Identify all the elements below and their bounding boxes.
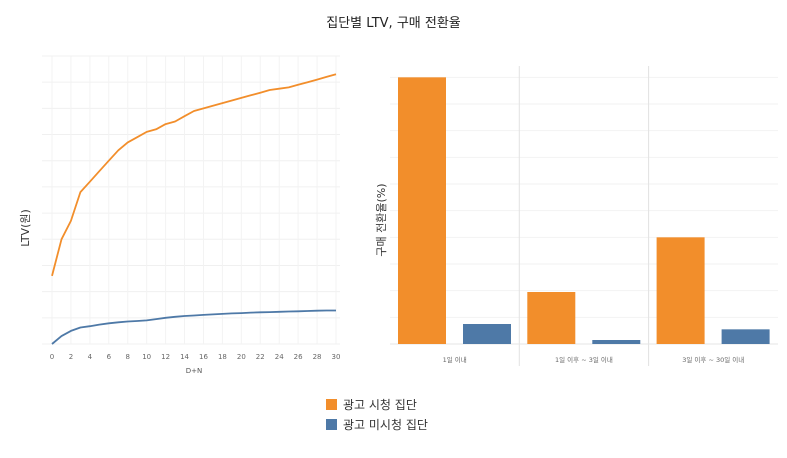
line-chart-x-tick-label: 6 [107, 353, 112, 361]
bar-ad-view-1 [398, 77, 446, 344]
legend-item-no-ad-view: 광고 미시청 집단 [326, 414, 428, 434]
line-chart-x-tick-label: 18 [218, 353, 227, 361]
line-chart-x-tick-label: 0 [50, 353, 54, 361]
line-chart-x-tick-label: 28 [313, 353, 322, 361]
line-chart-x-tick-label: 2 [69, 353, 73, 361]
line-chart-x-tick-label: 14 [180, 353, 189, 361]
line-chart-x-tick-label: 8 [125, 353, 129, 361]
line-chart-x-tick-label: 4 [88, 353, 93, 361]
line-chart-x-tick-label: 26 [294, 353, 303, 361]
line-chart-x-tick-label: 20 [237, 353, 246, 361]
line-chart-y-axis-title: LTV(원) [19, 209, 32, 247]
legend-swatch-no-ad-view [326, 418, 337, 430]
bar-ad-view-2 [527, 292, 576, 344]
legend-item-ad-view: 광고 시청 집단 [326, 394, 428, 414]
bar-no-ad-view-3 [721, 329, 770, 344]
line-chart-x-tick-label: 12 [161, 353, 170, 361]
ltv-line-no-ad-view [51, 309, 336, 345]
bar-no-ad-view-2 [592, 340, 641, 344]
line-chart-x-axis-title: D+N [186, 367, 203, 375]
line-chart-x-tick-label: 30 [332, 353, 341, 361]
line-chart-x-tick-label: 10 [142, 353, 151, 361]
chart-title: 집단별 LTV, 구매 전환율 [326, 16, 461, 31]
ltv-line-ad-view [51, 73, 337, 277]
bar-ad-view-3 [656, 237, 705, 344]
legend-label-ad-view: 광고 시청 집단 [343, 397, 417, 412]
line-chart-x-tick-label: 24 [275, 353, 284, 361]
bar-chart-category-label: 1일 이후 ~ 3일 이내 [555, 355, 613, 364]
line-chart-x-tick-label: 16 [199, 353, 208, 361]
legend-swatch-ad-view [326, 398, 337, 410]
bar-chart-y-axis-title: 구매 전환율(%) [375, 183, 388, 256]
bar-chart-category-label: 3일 이후 ~ 30일 이내 [682, 355, 744, 364]
bar-no-ad-view-1 [463, 324, 511, 344]
line-chart-x-tick-label: 22 [256, 353, 265, 361]
legend-label-no-ad-view: 광고 미시청 집단 [343, 417, 428, 432]
legend: 광고 시청 집단 광고 미시청 집단 [326, 394, 428, 434]
bar-chart-category-label: 1일 이내 [443, 355, 467, 364]
